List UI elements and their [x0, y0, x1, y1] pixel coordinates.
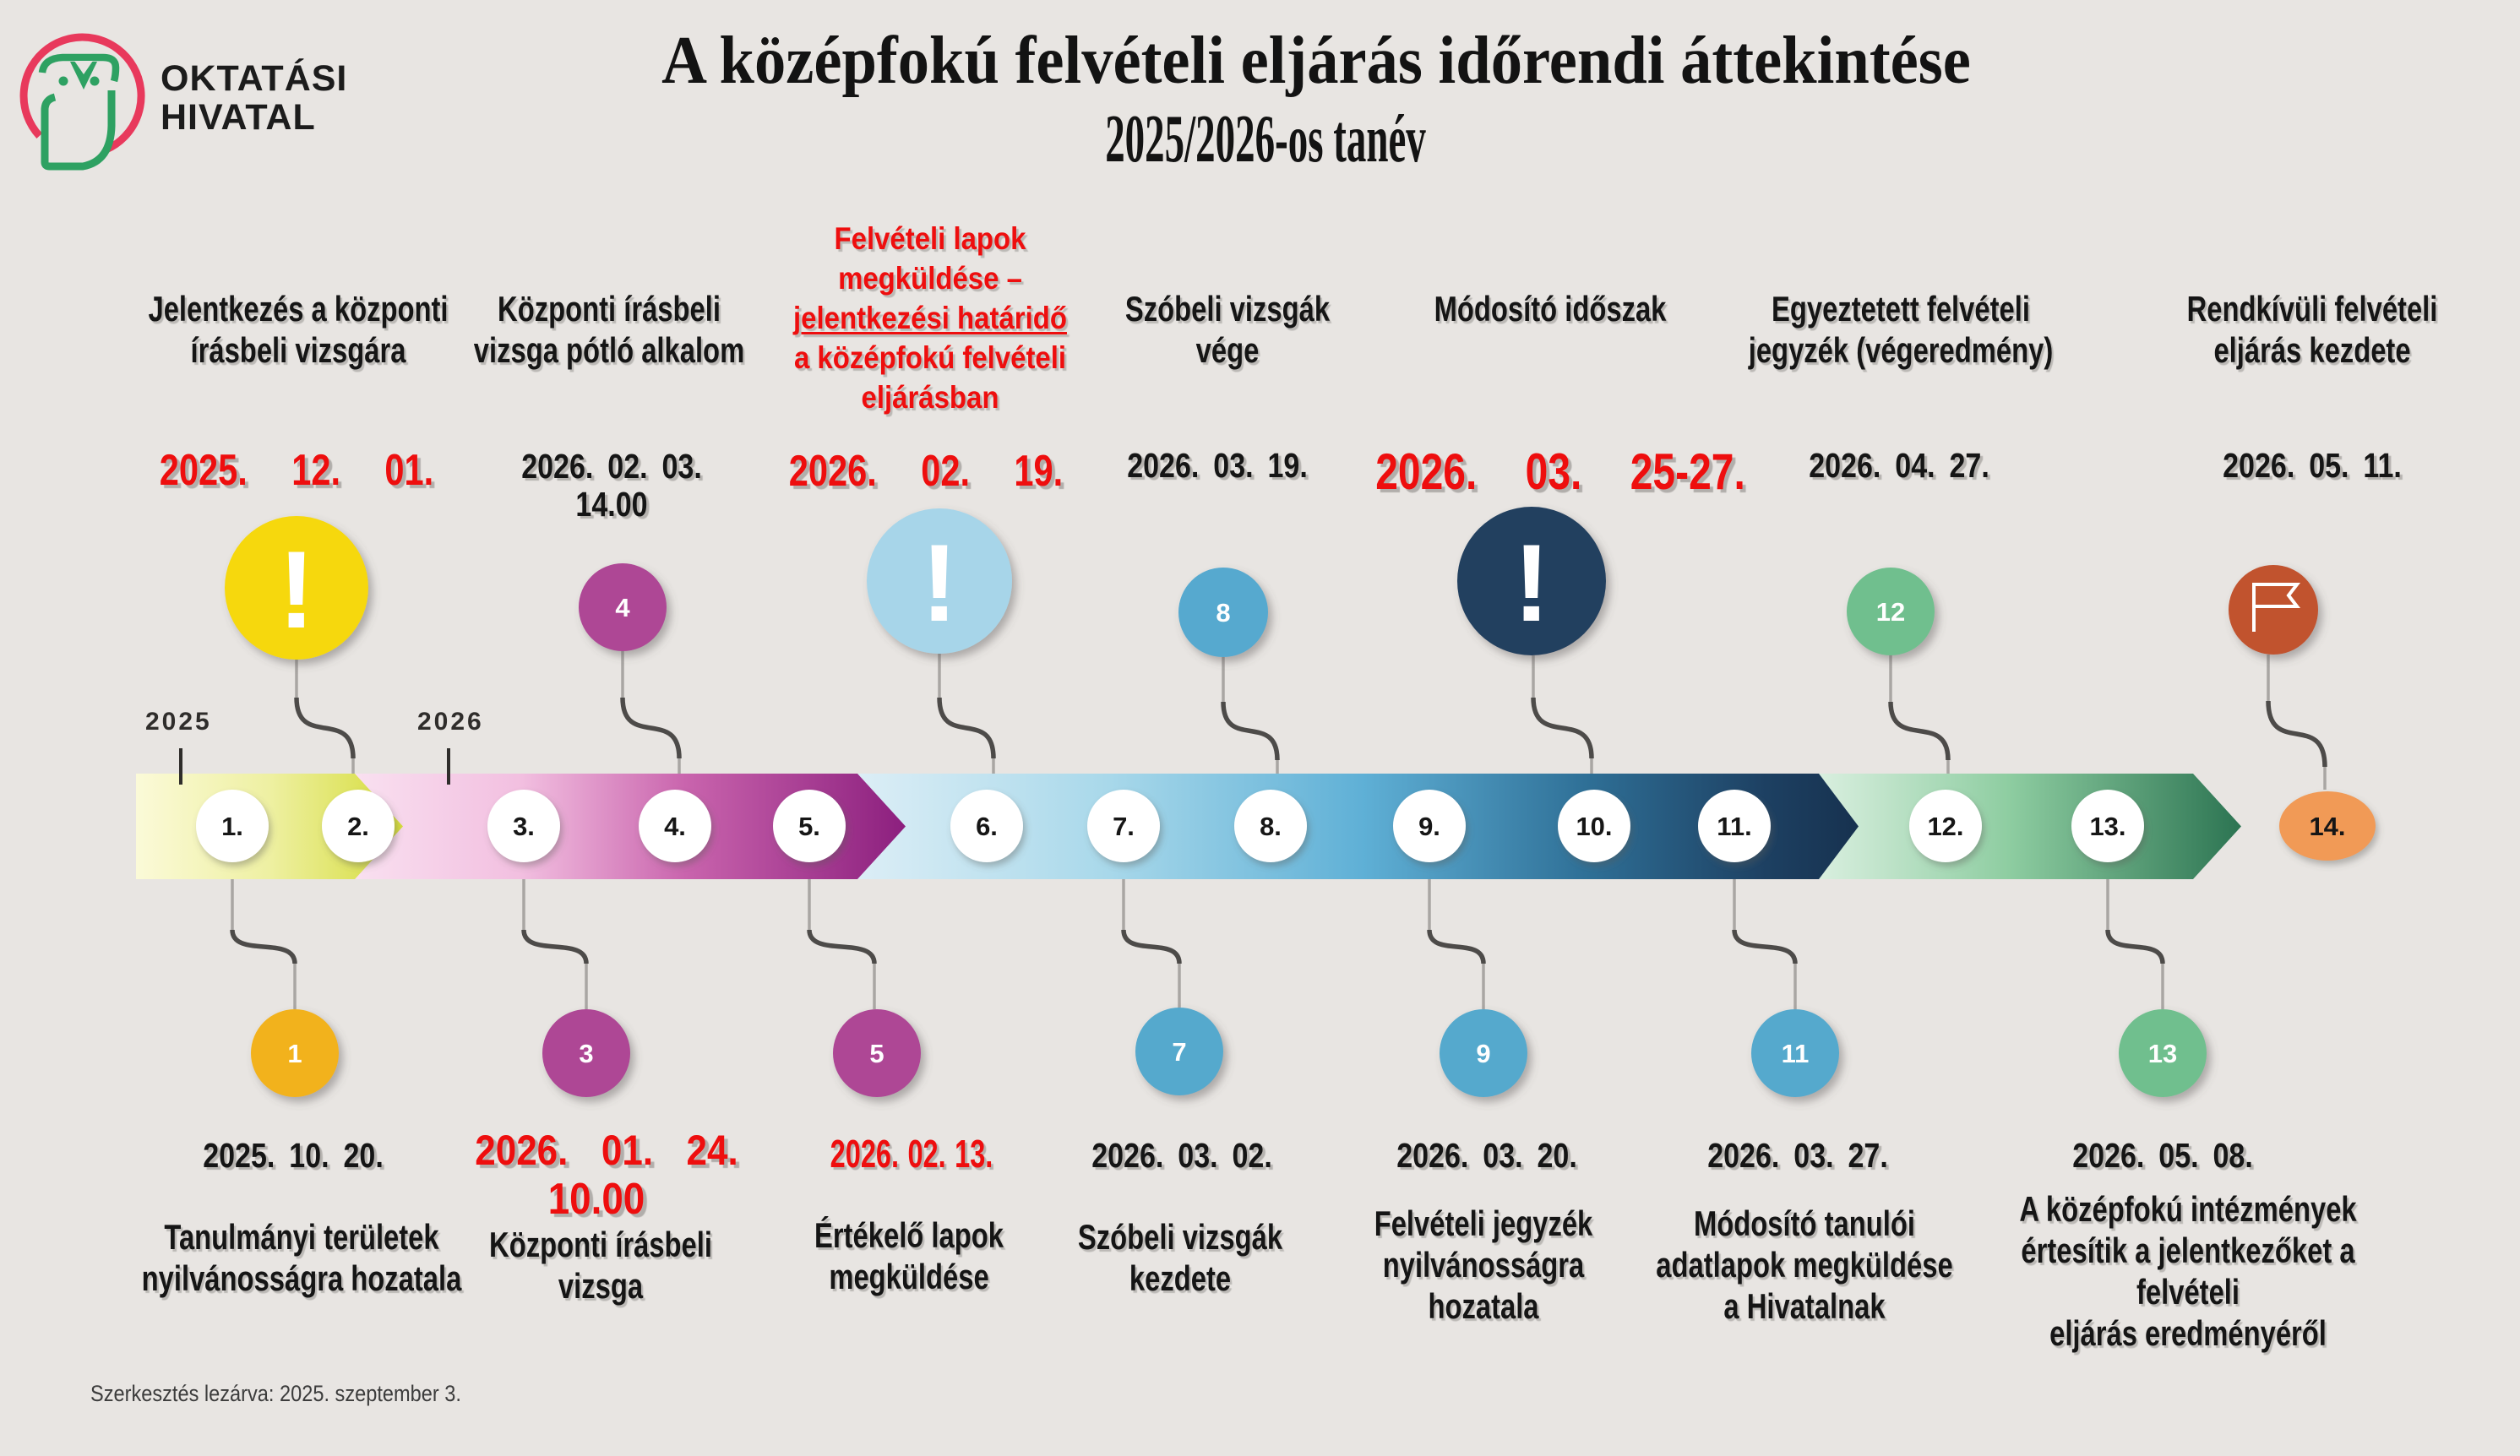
svg-text:2.: 2.	[347, 812, 369, 841]
svg-text:10.: 10.	[1576, 812, 1612, 841]
svg-text:13: 13	[2148, 1039, 2177, 1068]
svg-text:8: 8	[1216, 598, 1230, 627]
svg-text:9.: 9.	[1418, 812, 1440, 841]
svg-text:11: 11	[1782, 1039, 1810, 1068]
svg-text:!: !	[278, 528, 314, 651]
svg-text:14.: 14.	[2309, 812, 2345, 841]
svg-text:5: 5	[869, 1039, 884, 1068]
svg-text:11.: 11.	[1717, 812, 1751, 841]
svg-text:12.: 12.	[1927, 812, 1963, 841]
svg-text:12: 12	[1876, 597, 1905, 627]
svg-text:5.: 5.	[798, 812, 820, 841]
svg-text:8.: 8.	[1260, 812, 1282, 841]
svg-text:3.: 3.	[513, 812, 535, 841]
svg-text:1.: 1.	[221, 812, 243, 841]
svg-text:4: 4	[615, 593, 630, 622]
svg-text:7: 7	[1172, 1037, 1186, 1067]
svg-text:!: !	[921, 521, 957, 644]
svg-text:4.: 4.	[664, 812, 686, 841]
svg-text:1: 1	[287, 1039, 302, 1068]
svg-text:!: !	[1513, 521, 1549, 644]
svg-text:6.: 6.	[976, 812, 998, 841]
svg-text:13.: 13.	[2089, 812, 2125, 841]
svg-text:3: 3	[579, 1039, 593, 1068]
svg-text:9: 9	[1476, 1039, 1490, 1068]
svg-text:7.: 7.	[1113, 812, 1135, 841]
